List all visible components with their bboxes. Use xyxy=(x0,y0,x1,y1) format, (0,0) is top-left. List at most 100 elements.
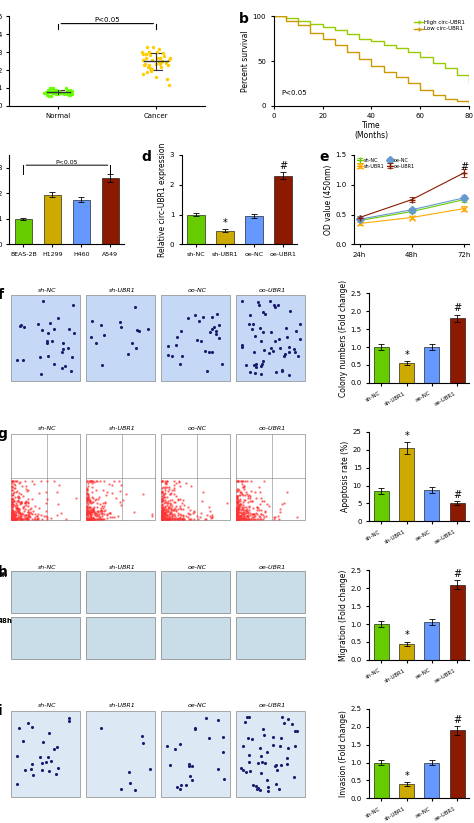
Point xyxy=(89,504,97,518)
Point xyxy=(285,341,292,354)
Point xyxy=(13,475,21,488)
Point xyxy=(83,511,91,524)
Point xyxy=(52,768,60,781)
Point xyxy=(171,501,179,514)
Point xyxy=(234,504,241,518)
Point xyxy=(39,736,46,749)
Text: sh-UBR1: sh-UBR1 xyxy=(109,287,135,292)
Point xyxy=(16,486,23,499)
Point xyxy=(33,512,40,525)
Point xyxy=(233,495,240,508)
Point xyxy=(22,512,29,525)
Point xyxy=(28,507,36,520)
Point xyxy=(165,510,173,523)
Point xyxy=(237,510,244,523)
Point xyxy=(159,508,167,521)
Point xyxy=(158,493,165,506)
Point xyxy=(88,502,95,515)
Point xyxy=(236,509,244,523)
Text: 0h: 0h xyxy=(0,572,8,578)
Text: *: * xyxy=(222,218,227,228)
Text: #: # xyxy=(460,162,468,172)
Point xyxy=(167,506,175,519)
Point xyxy=(97,504,104,518)
Text: *: * xyxy=(404,630,409,640)
Point xyxy=(235,494,242,507)
Point xyxy=(20,500,28,513)
Point xyxy=(158,499,165,512)
Point xyxy=(233,512,241,525)
Point xyxy=(233,512,240,525)
Text: 48h: 48h xyxy=(0,618,12,624)
Point xyxy=(210,320,218,333)
Point xyxy=(171,512,178,525)
Point xyxy=(170,481,178,495)
Point xyxy=(166,512,174,525)
Point xyxy=(87,509,95,522)
Point xyxy=(58,361,66,374)
Text: *: * xyxy=(404,771,409,781)
Point xyxy=(271,510,279,523)
Point xyxy=(64,85,72,98)
Point xyxy=(245,318,252,331)
Point xyxy=(233,507,241,520)
Point xyxy=(240,501,248,514)
Point xyxy=(162,56,170,69)
Point xyxy=(165,512,173,525)
Point xyxy=(259,512,266,525)
Point xyxy=(241,512,248,525)
Point xyxy=(87,512,95,525)
Point xyxy=(10,481,18,495)
Point xyxy=(245,499,253,512)
Point xyxy=(233,512,240,525)
Point xyxy=(15,494,22,507)
Point xyxy=(233,512,240,525)
Point xyxy=(254,501,261,514)
Point xyxy=(173,512,181,525)
Point xyxy=(158,485,165,498)
Point xyxy=(233,509,240,522)
Point xyxy=(240,506,247,519)
Point xyxy=(86,511,94,524)
Point xyxy=(138,45,146,58)
Point xyxy=(17,512,25,525)
Bar xyxy=(73,200,90,244)
Point xyxy=(233,505,240,518)
Point xyxy=(19,353,27,366)
Point xyxy=(160,512,167,525)
Point xyxy=(8,512,16,525)
Point xyxy=(18,506,26,519)
Text: oe-NC: oe-NC xyxy=(187,565,206,570)
Point xyxy=(45,726,52,739)
Point xyxy=(19,734,27,747)
Point xyxy=(8,507,16,520)
Point xyxy=(94,512,101,525)
Point xyxy=(283,331,291,344)
Point xyxy=(168,512,175,525)
Point xyxy=(58,86,66,99)
Point xyxy=(44,492,51,505)
Point xyxy=(161,509,168,523)
Point xyxy=(18,479,26,492)
Bar xyxy=(424,347,439,383)
Point xyxy=(272,334,279,347)
Point xyxy=(84,512,92,525)
Point xyxy=(257,507,265,520)
Point xyxy=(164,500,172,514)
Point xyxy=(184,311,192,324)
Point xyxy=(89,502,97,515)
Point xyxy=(237,509,245,523)
Point xyxy=(178,349,185,362)
Point xyxy=(213,328,220,341)
Point xyxy=(257,766,264,779)
Text: sh-UBR1: sh-UBR1 xyxy=(109,565,135,570)
Point xyxy=(249,510,257,523)
Point xyxy=(9,508,17,521)
Point xyxy=(96,512,104,525)
Point xyxy=(161,506,169,519)
Point xyxy=(17,497,24,510)
Point xyxy=(162,508,170,521)
Point xyxy=(256,783,264,797)
Point xyxy=(233,500,240,514)
Point xyxy=(15,495,23,509)
